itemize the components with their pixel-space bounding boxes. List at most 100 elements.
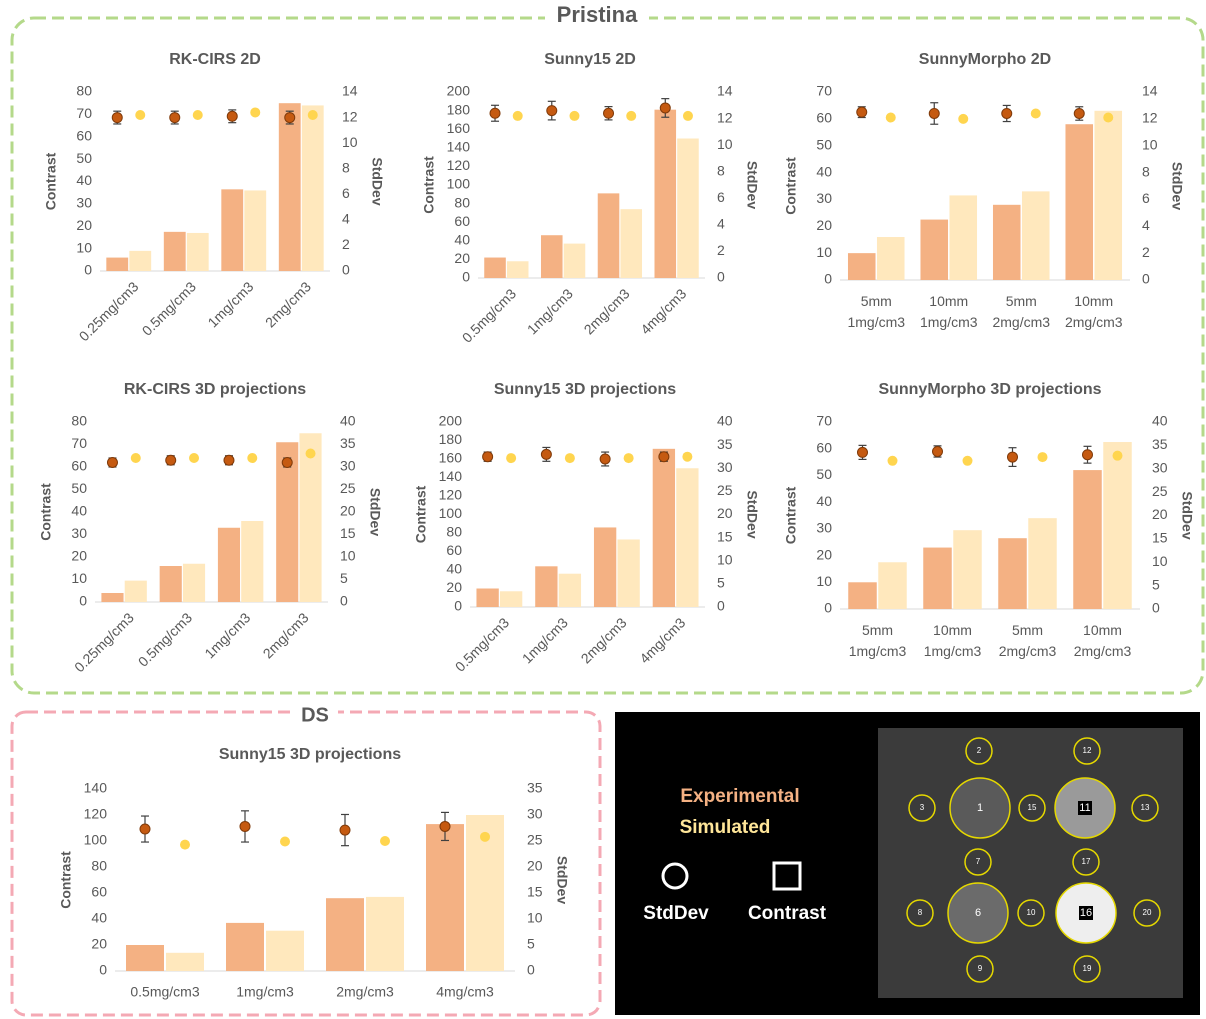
y-tick-label: 20	[454, 250, 470, 266]
y-tick-label: 140	[447, 139, 471, 155]
y-tick-label: 30	[76, 195, 92, 211]
point	[280, 836, 290, 847]
y2-tick-label: 10	[1142, 136, 1158, 152]
point	[339, 824, 351, 836]
bar	[923, 547, 952, 609]
bar	[620, 209, 643, 278]
y2-tick-label: 12	[342, 108, 358, 124]
bar	[1028, 518, 1057, 609]
y-axis-label: Contrast	[413, 485, 429, 543]
y2-tick-label: 35	[527, 780, 543, 796]
y2-tick-label: 8	[717, 162, 725, 178]
roi-label: 13	[1141, 803, 1150, 812]
point	[623, 453, 634, 464]
y-tick-label: 50	[816, 466, 832, 482]
roi-label: 11	[1079, 802, 1090, 814]
legend-text: StdDev	[643, 903, 709, 924]
bar	[1073, 470, 1102, 609]
point	[223, 454, 235, 466]
roi-label: 10	[1027, 908, 1036, 917]
y-tick-label: 140	[439, 468, 463, 484]
y-axis-label: Contrast	[38, 483, 54, 541]
point	[856, 106, 868, 118]
point	[284, 112, 296, 124]
bar	[597, 193, 620, 278]
phantom-image	[878, 728, 1183, 998]
point	[111, 112, 123, 124]
phantom-roi	[1131, 794, 1159, 822]
roi-label: 8	[918, 908, 923, 917]
point	[1073, 107, 1085, 119]
y2-tick-label: 10	[340, 548, 356, 564]
chart-title: SunnyMorpho 3D projections	[878, 381, 1101, 398]
y-tick-label: 60	[71, 458, 87, 474]
bar	[920, 219, 949, 280]
legend-circle	[661, 862, 689, 890]
chart-title: RK-CIRS 2D	[169, 51, 261, 68]
roi-label-bg	[1078, 801, 1092, 815]
x-tick-label: 0.25mg/cm3	[71, 609, 137, 675]
y2-tick-label: 12	[717, 109, 733, 125]
y2-tick-label: 0	[527, 962, 535, 978]
y-tick-label: 0	[824, 600, 832, 616]
roi-label: 16	[1080, 907, 1092, 919]
pristine-frame	[10, 16, 1205, 695]
point	[169, 112, 181, 124]
y2-tick-label: 2	[1142, 244, 1150, 260]
y2-tick-label: 40	[1152, 413, 1168, 429]
y2-tick-label: 8	[342, 159, 350, 175]
y2-tick-label: 30	[717, 459, 733, 475]
x-tick-label: 5mm 1mg/cm3	[847, 293, 905, 330]
x-tick-label: 2mg/cm3	[581, 285, 633, 337]
y2-tick-label: 25	[527, 832, 543, 848]
point	[482, 451, 494, 463]
y-tick-label: 20	[76, 217, 92, 233]
bar	[506, 261, 529, 278]
y2-tick-label: 30	[527, 806, 543, 822]
bar	[276, 442, 299, 602]
y-tick-label: 80	[71, 413, 87, 429]
bar	[677, 138, 699, 278]
point	[135, 110, 146, 121]
y2-tick-label: 20	[717, 505, 733, 521]
y2-tick-label: 15	[527, 884, 543, 900]
bar	[992, 204, 1021, 280]
y-axis-label: Contrast	[783, 486, 799, 544]
x-tick-label: 10mm 1mg/cm3	[920, 293, 978, 330]
y-tick-label: 60	[816, 439, 832, 455]
chart-title: Sunny15 3D projections	[219, 746, 401, 763]
y-tick-label: 30	[816, 190, 832, 206]
y2-tick-label: 4	[1142, 217, 1150, 233]
y-tick-label: 20	[91, 936, 107, 952]
y-tick-label: 40	[816, 163, 832, 179]
legend-text: Experimental	[680, 786, 799, 807]
x-tick-label: 2mg/cm3	[578, 614, 630, 666]
bar	[1021, 191, 1050, 280]
roi-label: 20	[1143, 908, 1152, 917]
bar	[476, 588, 499, 607]
legend-text: Contrast	[748, 903, 827, 924]
bar	[593, 527, 617, 607]
chart-title: Sunny15 3D projections	[494, 381, 676, 398]
y2-tick-label: 6	[717, 189, 725, 205]
y-tick-label: 100	[439, 505, 463, 521]
x-tick-label: 0.5mg/cm3	[139, 278, 199, 338]
bar	[617, 539, 640, 607]
point	[165, 454, 177, 466]
point	[659, 102, 671, 114]
point	[226, 110, 238, 122]
y-tick-label: 0	[824, 271, 832, 287]
y2-tick-label: 15	[717, 528, 733, 544]
y2-tick-label: 20	[340, 503, 356, 519]
y2-tick-label: 4	[717, 216, 725, 232]
point	[682, 110, 693, 121]
y-tick-label: 10	[816, 573, 832, 589]
point	[247, 453, 258, 463]
point	[506, 453, 517, 464]
y-tick-label: 80	[76, 83, 92, 99]
bar	[278, 103, 301, 271]
phantom-roi	[1072, 848, 1100, 876]
point	[626, 110, 637, 121]
point	[540, 448, 552, 460]
